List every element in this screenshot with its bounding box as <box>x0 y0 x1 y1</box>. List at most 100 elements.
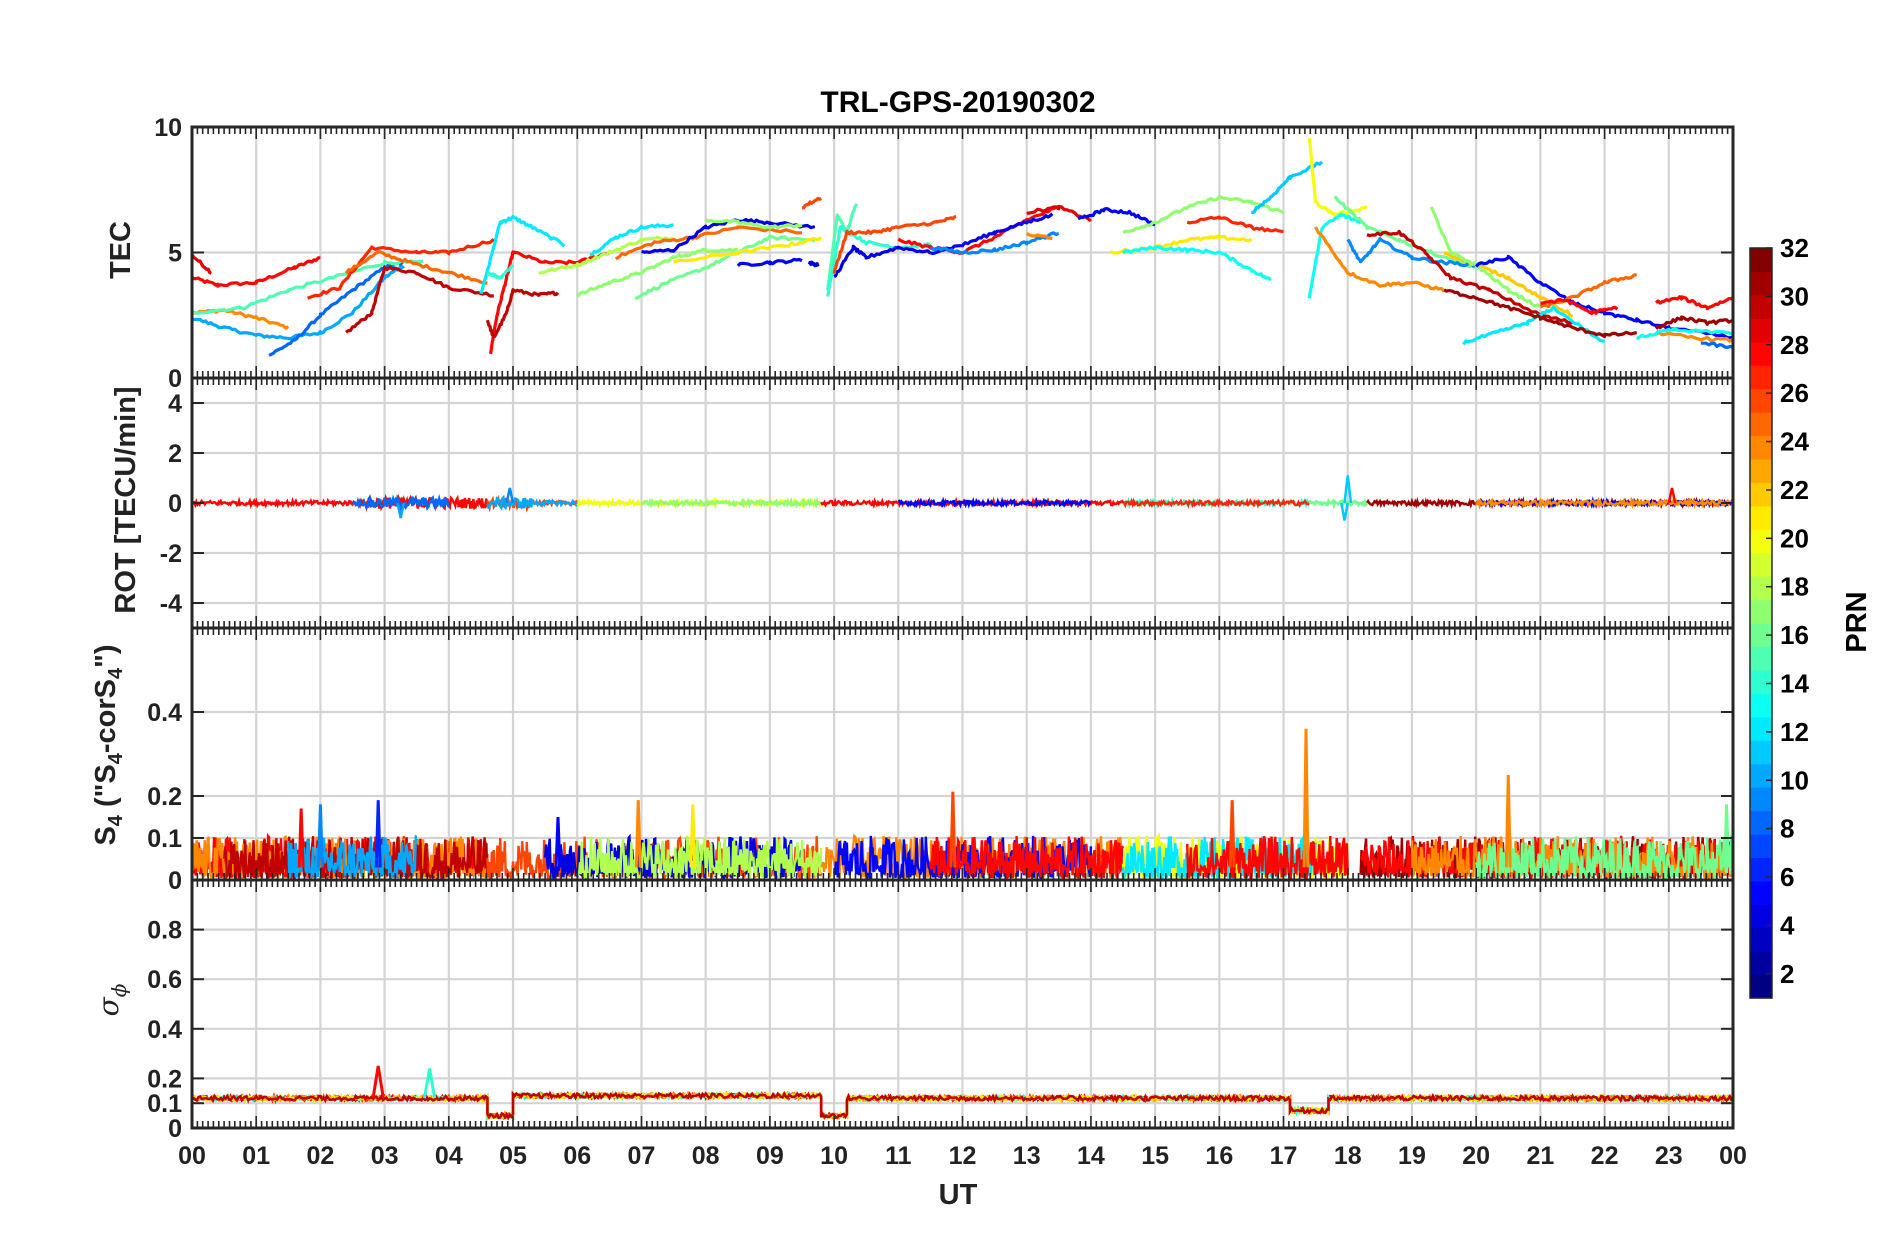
y-tick-label: 5 <box>168 240 182 268</box>
tec-series-prn-27 <box>1186 215 1284 234</box>
colorbar-swatch <box>1750 740 1772 765</box>
tec-series-prn-15 <box>192 259 424 315</box>
plot-area <box>192 137 1733 357</box>
tec-series-prn-30 <box>485 288 560 339</box>
y-tick-label: 4 <box>168 390 182 418</box>
colorbar-swatch <box>1750 693 1772 718</box>
x-tick-label: 05 <box>499 1142 527 1170</box>
tec-series-prn-15 <box>826 203 859 290</box>
tick-marks <box>191 378 1734 628</box>
tec-series-prn-24 <box>1025 232 1053 241</box>
tec-series-prn-11 <box>1251 160 1324 215</box>
tec-series-prn-28 <box>1540 297 1619 316</box>
rot-peak <box>396 502 406 519</box>
x-minor-ticks <box>191 378 1734 628</box>
x-tick-label: 10 <box>820 1142 848 1170</box>
rot-series-prn-8 <box>351 493 450 512</box>
tec-series-prn-31 <box>1654 315 1733 330</box>
x-tick-label: 13 <box>1013 1142 1041 1170</box>
tec-series-prn-12 <box>589 223 674 257</box>
tec-series-prn-24 <box>1655 331 1733 343</box>
tec-series-prn-13 <box>1307 212 1362 299</box>
x-tick-label: 12 <box>949 1142 977 1170</box>
tec-series-prn-30 <box>345 265 494 334</box>
colorbar-swatch <box>1750 599 1772 624</box>
y-tick-label: 10 <box>154 114 182 142</box>
tec-series-prn-28 <box>1654 295 1733 311</box>
tec-series-prn-4 <box>833 244 932 278</box>
y-tick-label: 0.6 <box>147 966 182 994</box>
y-tick-label: 0.1 <box>147 1090 182 1118</box>
x-tick-label: 18 <box>1334 1142 1362 1170</box>
tec-series-prn-26 <box>802 196 822 210</box>
x-tick-label: 08 <box>692 1142 720 1170</box>
x-tick-label: 21 <box>1526 1142 1554 1170</box>
rot-series-prn-24 <box>1475 496 1733 510</box>
colorbar-tick-label: 10 <box>1780 765 1809 795</box>
colorbar-tick-label: 16 <box>1780 620 1809 650</box>
s4-peak <box>374 800 382 868</box>
colorbar-swatch <box>1750 271 1772 296</box>
s4-peak <box>554 816 562 868</box>
tec-series-prn-26 <box>832 215 957 274</box>
colorbar-swatch <box>1750 482 1772 507</box>
colorbar-swatch <box>1750 505 1772 530</box>
y-tick-label: 2 <box>168 440 182 468</box>
rot-peak <box>505 487 515 504</box>
panel-tec: 0 5 10 <box>154 114 1735 393</box>
tec-series-prn-5 <box>1077 207 1156 227</box>
colorbar-swatch <box>1750 974 1772 999</box>
sigma-peak <box>371 1065 385 1099</box>
rot-peak <box>1340 502 1349 521</box>
colorbar-swatch <box>1750 435 1772 460</box>
x-tick-label: 07 <box>628 1142 656 1170</box>
x-tick-label: 00 <box>178 1142 206 1170</box>
tec-series-prn-12 <box>1462 305 1605 346</box>
colorbar-swatch <box>1750 669 1772 694</box>
rot-series-prn-27 <box>1122 497 1311 509</box>
rot-peak <box>1667 487 1677 504</box>
colorbar-swatch <box>1750 318 1772 343</box>
colorbar-swatch <box>1750 294 1772 319</box>
x-tick-label: 16 <box>1205 1142 1233 1170</box>
tec-ylabel: TEC <box>105 221 137 279</box>
tec-series-prn-5 <box>930 212 1054 255</box>
tec-series-prn-8 <box>268 260 405 357</box>
panel-sigma-phi: 00.10.2 0.4 0.6 0.8 <box>147 878 1735 1143</box>
sigma-ylabel: σϕ <box>92 983 131 1016</box>
x-minor-ticks <box>191 628 1734 880</box>
x-tick-label: 22 <box>1591 1142 1619 1170</box>
colorbar-tick-label: 2 <box>1780 959 1794 989</box>
rot-peak <box>1343 475 1353 504</box>
x-tick-label: 23 <box>1655 1142 1683 1170</box>
tick-marks <box>191 628 1734 880</box>
tec-series-prn-5 <box>736 257 803 267</box>
colorbar-swatch <box>1750 904 1772 929</box>
colorbar-swatch <box>1750 716 1772 741</box>
colorbar-tick-label: 28 <box>1780 330 1809 360</box>
s4-series-prn-30 <box>222 836 489 880</box>
colorbar-tick-label: 18 <box>1780 572 1809 602</box>
x-tick-label: 19 <box>1398 1142 1426 1170</box>
x-tick-label: 00 <box>1719 1142 1747 1170</box>
x-tick-label: 11 <box>885 1142 912 1170</box>
s4-peak <box>316 804 324 868</box>
y-tick-label: 0.4 <box>147 1016 182 1044</box>
y-tick-label: 0.2 <box>147 783 182 811</box>
colorbar-tick-label: 12 <box>1780 717 1809 747</box>
colorbar-swatch <box>1750 341 1772 366</box>
x-minor-ticks <box>191 880 1734 1128</box>
s4-peak <box>1723 804 1731 868</box>
colorbar-tick-label: 30 <box>1780 281 1809 311</box>
tick-marks <box>191 880 1734 1128</box>
tec-series-prn-16 <box>634 234 816 301</box>
colorbar-tick-label: 32 <box>1780 233 1809 263</box>
colorbar-swatch <box>1750 552 1772 577</box>
y-tick-label: -4 <box>160 590 182 618</box>
s4-ylabel: S4 ("S4-corS4") <box>90 644 127 845</box>
colorbar-tick-label: 20 <box>1780 523 1809 553</box>
colorbar-tick-label: 24 <box>1780 427 1809 457</box>
tec-series-prn-13 <box>1635 327 1733 341</box>
x-minor-ticks <box>191 127 1734 378</box>
x-tick-label: 09 <box>756 1142 784 1170</box>
